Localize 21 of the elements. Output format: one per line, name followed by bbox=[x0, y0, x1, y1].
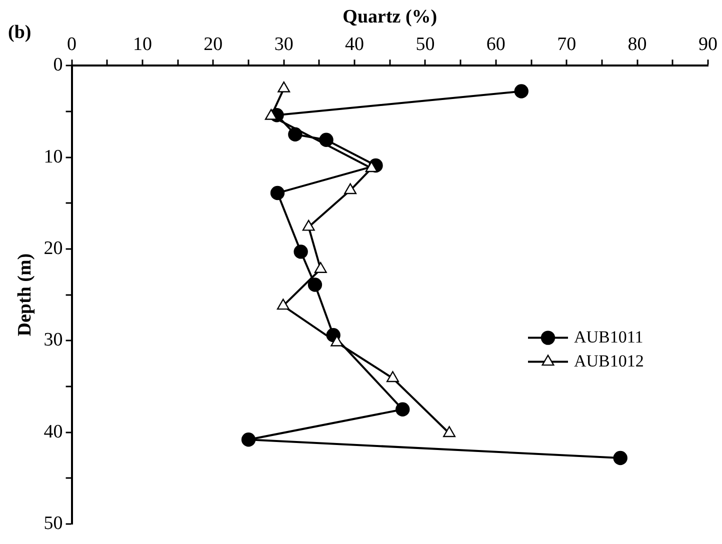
x-tick-label: 90 bbox=[698, 34, 718, 56]
x-tick-label: 0 bbox=[67, 34, 77, 56]
x-tick-label: 30 bbox=[274, 34, 294, 56]
x-tick-label: 50 bbox=[416, 34, 435, 56]
y-tick-label: 0 bbox=[53, 54, 63, 76]
y-tick-label: 20 bbox=[44, 238, 63, 259]
y-tick-label: 50 bbox=[44, 512, 63, 534]
y-axis-title: Depth (m) bbox=[14, 253, 36, 336]
y-tick-label: 40 bbox=[44, 421, 63, 442]
legend-label: AUB1011 bbox=[574, 327, 644, 346]
y-tick-label: 10 bbox=[44, 146, 63, 168]
x-tick-label: 10 bbox=[132, 34, 152, 56]
x-tick-label: 60 bbox=[486, 34, 506, 56]
x-tick-label: 70 bbox=[557, 34, 576, 56]
x-axis-title: Quartz (%) bbox=[342, 6, 438, 28]
y-tick-label: 30 bbox=[44, 330, 63, 351]
x-tick-label: 20 bbox=[204, 34, 223, 56]
x-tick-label: 40 bbox=[345, 34, 364, 56]
x-tick-label: 80 bbox=[628, 34, 647, 56]
legend-label: AUB1012 bbox=[574, 351, 644, 370]
text: (b) bbox=[8, 22, 32, 44]
